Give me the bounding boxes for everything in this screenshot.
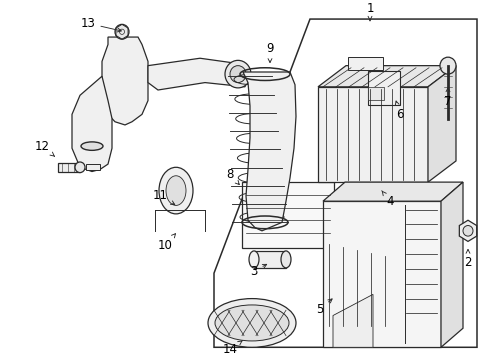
Text: 14: 14 bbox=[222, 341, 242, 356]
Bar bbox=[367, 87, 383, 99]
Polygon shape bbox=[102, 37, 148, 125]
Bar bbox=[242, 182, 333, 248]
Ellipse shape bbox=[215, 305, 288, 341]
Text: 9: 9 bbox=[265, 42, 273, 63]
Polygon shape bbox=[427, 66, 455, 182]
Bar bbox=[58, 163, 80, 171]
Text: 5: 5 bbox=[316, 299, 331, 316]
Polygon shape bbox=[72, 76, 112, 171]
Polygon shape bbox=[323, 182, 462, 201]
Ellipse shape bbox=[439, 57, 455, 74]
Polygon shape bbox=[148, 58, 247, 90]
Ellipse shape bbox=[75, 162, 85, 172]
Polygon shape bbox=[458, 220, 476, 242]
Text: 4: 4 bbox=[381, 191, 393, 208]
Ellipse shape bbox=[165, 176, 185, 206]
Text: 11: 11 bbox=[152, 189, 174, 204]
Polygon shape bbox=[332, 294, 372, 347]
Bar bbox=[347, 57, 382, 70]
Text: 1: 1 bbox=[366, 2, 373, 21]
Bar bbox=[317, 87, 427, 182]
Ellipse shape bbox=[207, 298, 295, 347]
Text: 7: 7 bbox=[443, 88, 451, 108]
Text: 2: 2 bbox=[463, 249, 471, 269]
Polygon shape bbox=[317, 66, 455, 87]
Text: 12: 12 bbox=[35, 140, 55, 156]
Bar bbox=[253, 251, 285, 268]
Text: 13: 13 bbox=[81, 17, 121, 32]
Ellipse shape bbox=[224, 60, 250, 88]
Bar bbox=[367, 71, 399, 105]
Ellipse shape bbox=[115, 24, 129, 39]
Ellipse shape bbox=[281, 251, 290, 268]
Ellipse shape bbox=[462, 225, 472, 236]
Ellipse shape bbox=[229, 66, 245, 82]
Ellipse shape bbox=[159, 167, 193, 214]
Bar bbox=[323, 201, 440, 347]
Text: 6: 6 bbox=[394, 101, 403, 121]
Polygon shape bbox=[440, 182, 462, 347]
Text: 10: 10 bbox=[157, 234, 175, 252]
Ellipse shape bbox=[248, 251, 259, 268]
Bar bbox=[86, 164, 100, 171]
Polygon shape bbox=[243, 72, 295, 231]
Text: 8: 8 bbox=[226, 168, 239, 185]
Ellipse shape bbox=[81, 142, 103, 150]
Text: 3: 3 bbox=[250, 264, 266, 278]
